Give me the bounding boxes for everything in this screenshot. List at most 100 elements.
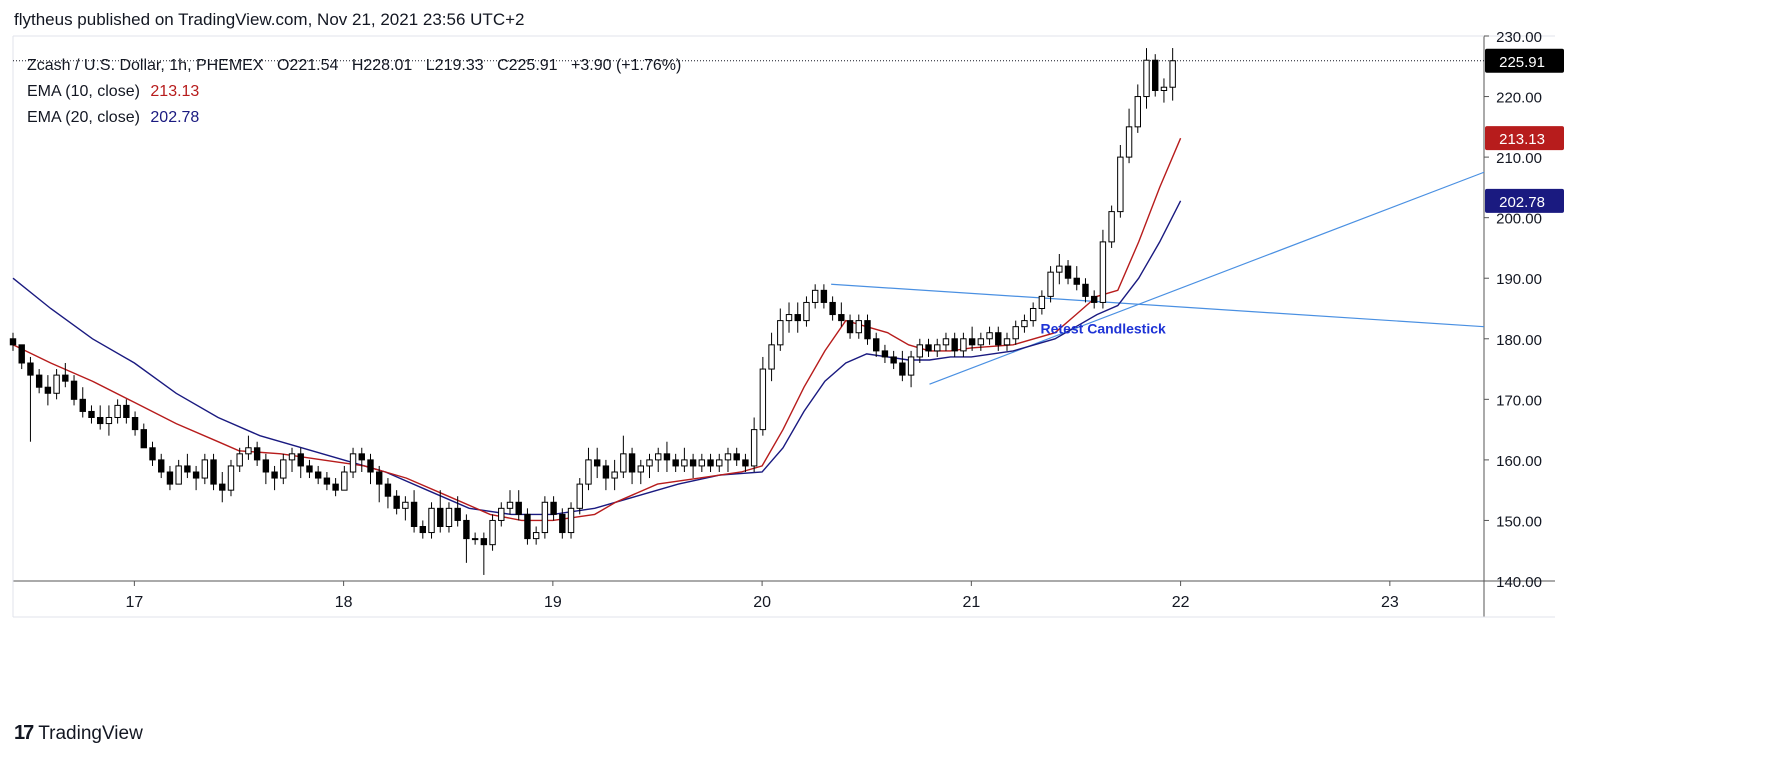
candle bbox=[934, 338, 941, 357]
candle bbox=[1073, 266, 1080, 291]
candle bbox=[288, 447, 296, 472]
candle bbox=[323, 472, 331, 491]
candle bbox=[210, 453, 217, 491]
candle bbox=[140, 423, 147, 449]
candle bbox=[559, 508, 566, 539]
candle-body bbox=[942, 338, 950, 346]
price-badge: 225.91 bbox=[1485, 48, 1564, 73]
candle bbox=[1082, 278, 1089, 303]
candle bbox=[149, 441, 156, 466]
candle bbox=[306, 459, 313, 479]
candle bbox=[349, 447, 357, 479]
candle-body bbox=[585, 459, 592, 485]
candle bbox=[506, 490, 514, 515]
candle bbox=[236, 447, 243, 472]
ema10-value: 213.13 bbox=[150, 83, 200, 100]
candle-body bbox=[437, 507, 444, 528]
candle bbox=[445, 502, 453, 533]
candle-body bbox=[1082, 283, 1089, 297]
candle-body bbox=[35, 374, 43, 388]
candle bbox=[1108, 205, 1115, 248]
price-badge: 202.78 bbox=[1485, 188, 1564, 213]
candle-body bbox=[96, 417, 104, 425]
candle bbox=[341, 465, 348, 491]
candle bbox=[846, 314, 854, 339]
candle-body bbox=[471, 538, 479, 541]
candle-body bbox=[899, 362, 906, 376]
candle bbox=[227, 459, 235, 497]
footer-brand[interactable]: 17 TradingView bbox=[14, 722, 143, 745]
candle-body bbox=[27, 362, 34, 376]
y-tick-label: 140.00 bbox=[1496, 574, 1542, 591]
candle-body bbox=[288, 453, 296, 461]
candle-body bbox=[489, 519, 496, 546]
trendline bbox=[831, 283, 1485, 328]
candle-body bbox=[707, 459, 714, 467]
candle bbox=[271, 465, 278, 491]
close-value: C225.91 bbox=[497, 57, 558, 74]
candle bbox=[742, 453, 749, 472]
candle bbox=[332, 478, 339, 497]
candle bbox=[960, 332, 967, 357]
x-tick-label: 19 bbox=[544, 594, 562, 611]
candle bbox=[698, 453, 706, 472]
candle bbox=[515, 490, 522, 521]
candle bbox=[314, 465, 322, 485]
candle-body bbox=[463, 519, 470, 540]
candle-body bbox=[1108, 211, 1115, 243]
candle bbox=[454, 496, 461, 527]
candle-body bbox=[376, 471, 383, 485]
candle-body bbox=[44, 386, 52, 394]
ema20-legend[interactable]: EMA (20, close) 202.78 bbox=[27, 105, 681, 131]
candle bbox=[88, 405, 95, 424]
candle-body bbox=[245, 447, 252, 455]
candle-body bbox=[846, 320, 854, 334]
candle-body bbox=[655, 453, 662, 461]
candle-body bbox=[9, 338, 17, 346]
y-tick-label: 200.00 bbox=[1496, 211, 1542, 228]
candle-body bbox=[428, 507, 435, 534]
candle bbox=[471, 532, 479, 545]
candle-body bbox=[689, 459, 697, 467]
ema10-legend[interactable]: EMA (10, close) 213.13 bbox=[27, 79, 681, 105]
ema-layer bbox=[12, 137, 1182, 522]
candle bbox=[105, 405, 113, 436]
candle-body bbox=[986, 332, 993, 340]
candle-body bbox=[149, 447, 156, 461]
candle-body bbox=[402, 501, 409, 509]
trendline-layer bbox=[831, 171, 1485, 385]
x-tick-label: 21 bbox=[962, 594, 980, 611]
candle bbox=[1117, 145, 1124, 218]
candle-body bbox=[410, 501, 418, 527]
price-badge-label: 213.13 bbox=[1499, 131, 1545, 148]
candle bbox=[175, 459, 182, 485]
candle bbox=[410, 490, 418, 533]
high-value: H228.01 bbox=[351, 57, 413, 74]
candle-body bbox=[768, 344, 775, 370]
candle-body bbox=[811, 289, 819, 303]
candle-body bbox=[829, 301, 836, 316]
candle-body bbox=[384, 483, 392, 497]
symbol-name: Zcash / U.S. Dollar, 1h, PHEMEX bbox=[27, 57, 264, 74]
candle bbox=[707, 453, 714, 472]
candle bbox=[611, 459, 618, 491]
candle bbox=[724, 447, 732, 472]
candle-body bbox=[532, 532, 540, 540]
candle bbox=[811, 284, 819, 309]
candle-body bbox=[358, 453, 365, 461]
candle-body bbox=[750, 429, 758, 467]
candle bbox=[35, 369, 43, 394]
candle-body bbox=[349, 453, 357, 473]
candle-body bbox=[611, 471, 618, 479]
candle-body bbox=[628, 453, 636, 473]
candle bbox=[602, 459, 610, 491]
candle bbox=[131, 411, 139, 436]
label-layer: Retest Candlestick 225.91 213.13 202.78 bbox=[1041, 48, 1564, 337]
candle-body bbox=[960, 338, 967, 352]
candle-body bbox=[864, 320, 871, 340]
candle bbox=[1169, 48, 1176, 101]
price-badge-label: 202.78 bbox=[1499, 194, 1545, 211]
trendline bbox=[929, 171, 1485, 385]
candle-body bbox=[968, 338, 976, 346]
